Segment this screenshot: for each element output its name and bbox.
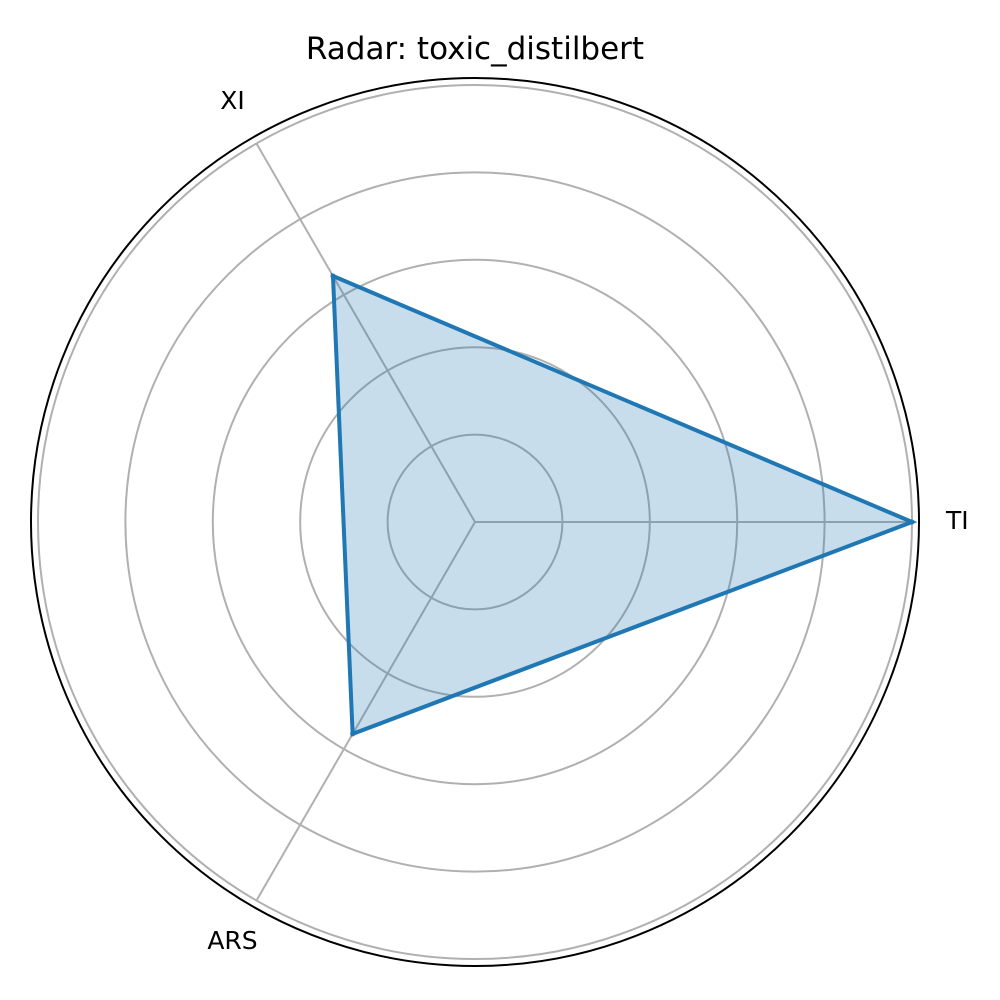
- chart-title: Radar: toxic_distilbert: [306, 31, 644, 67]
- spoke-xi: [255, 143, 476, 523]
- series-layer: [330, 272, 918, 737]
- series-area: [332, 276, 913, 734]
- data-point-xi: [330, 273, 336, 279]
- axis-label-xi: XI: [220, 86, 245, 115]
- data-point-ti: [909, 519, 915, 525]
- polar-frame: [30, 77, 920, 967]
- data-point-ars: [350, 731, 356, 737]
- grid-layer: [30, 77, 920, 967]
- series-line: [330, 272, 918, 737]
- spoke-ars: [255, 521, 476, 901]
- axis-label-layer: TI XI ARS: [207, 86, 968, 955]
- axis-label-ars: ARS: [207, 926, 257, 955]
- axis-label-ti: TI: [945, 506, 969, 535]
